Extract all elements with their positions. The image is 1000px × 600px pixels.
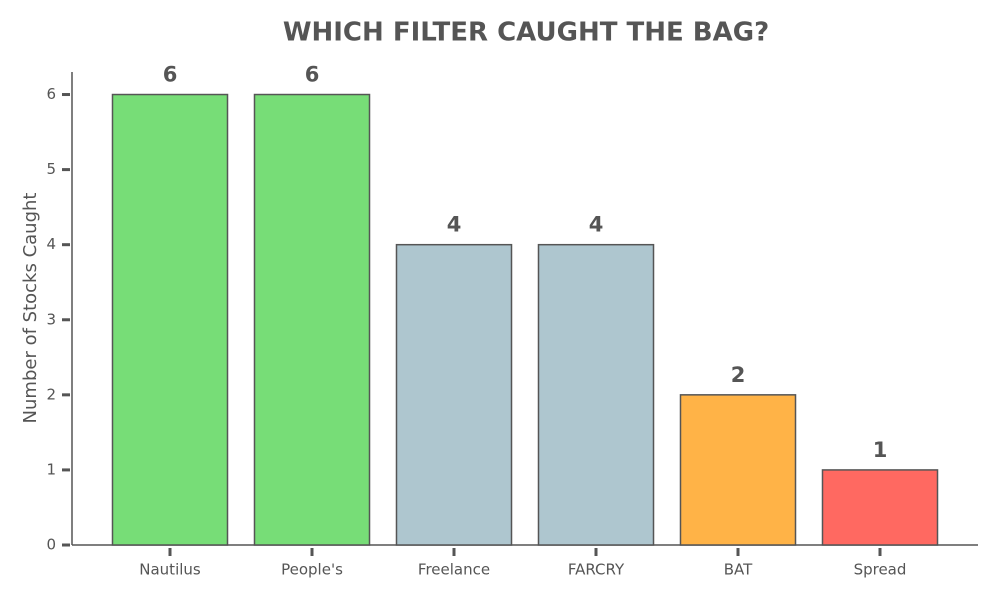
bar bbox=[253, 93, 371, 546]
y-tick-label: 5 bbox=[46, 160, 56, 178]
y-tick-label: 6 bbox=[46, 85, 56, 103]
x-tick-label: Spread bbox=[854, 561, 907, 579]
bar bbox=[821, 469, 939, 546]
bar bbox=[111, 93, 229, 546]
data-label: 2 bbox=[731, 363, 746, 387]
y-axis-label: Number of Stocks Caught bbox=[20, 193, 41, 424]
y-tick-label: 0 bbox=[46, 536, 56, 554]
y-tick-label: 2 bbox=[46, 385, 56, 403]
data-label: 4 bbox=[589, 213, 604, 237]
bar bbox=[537, 243, 655, 546]
data-label: 6 bbox=[305, 63, 320, 87]
bar bbox=[395, 243, 513, 546]
x-tick-label: FARCRY bbox=[568, 561, 625, 579]
x-tick-label: People's bbox=[281, 561, 343, 579]
data-label: 4 bbox=[447, 213, 462, 237]
y-tick-label: 3 bbox=[46, 310, 56, 328]
y-tick-label: 1 bbox=[46, 460, 56, 478]
x-tick-label: Freelance bbox=[418, 561, 490, 579]
y-tick-label: 4 bbox=[46, 235, 56, 253]
chart-title: WHICH FILTER CAUGHT THE BAG? bbox=[283, 18, 769, 48]
data-label: 1 bbox=[873, 438, 888, 462]
x-tick-label: BAT bbox=[724, 561, 753, 579]
x-tick-label: Nautilus bbox=[139, 561, 201, 579]
bar bbox=[679, 394, 797, 546]
data-label: 6 bbox=[163, 63, 178, 87]
